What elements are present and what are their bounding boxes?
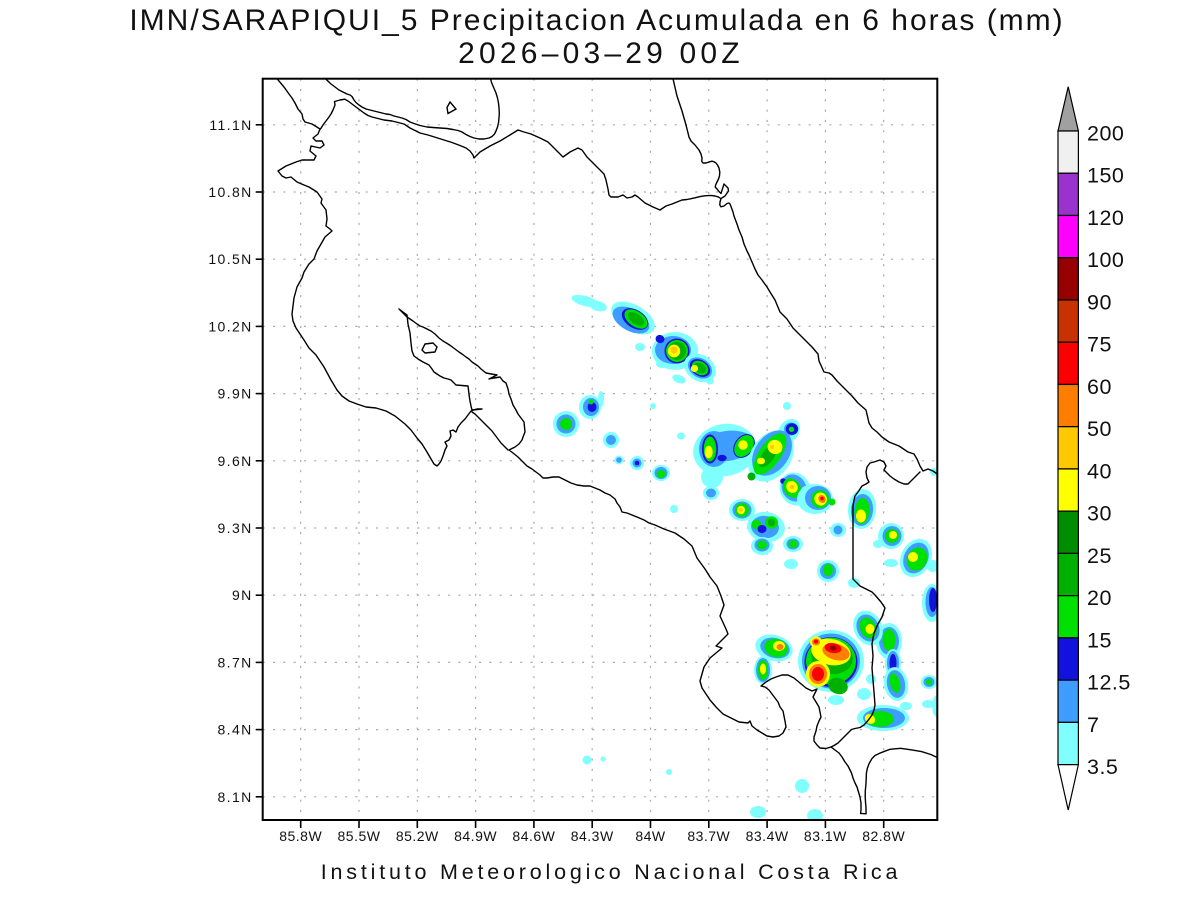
- svg-text:8.4N: 8.4N: [218, 722, 253, 738]
- svg-text:85.2W: 85.2W: [396, 828, 439, 844]
- svg-text:82.8W: 82.8W: [862, 828, 905, 844]
- svg-text:150: 150: [1087, 164, 1124, 188]
- svg-text:84.6W: 84.6W: [512, 828, 555, 844]
- svg-text:15: 15: [1087, 628, 1112, 652]
- svg-text:83.1W: 83.1W: [804, 828, 847, 844]
- svg-text:83.4W: 83.4W: [746, 828, 789, 844]
- svg-text:10.2N: 10.2N: [208, 318, 252, 334]
- svg-text:85.5W: 85.5W: [338, 828, 381, 844]
- svg-text:IMN/SARAPIQUI_5 Precipitacion: IMN/SARAPIQUI_5 Precipitacion Acumulada …: [129, 4, 1064, 37]
- svg-text:84.3W: 84.3W: [571, 828, 614, 844]
- svg-text:10.8N: 10.8N: [208, 184, 252, 200]
- svg-text:60: 60: [1087, 375, 1112, 399]
- svg-text:9.6N: 9.6N: [218, 453, 253, 469]
- svg-text:50: 50: [1087, 417, 1112, 441]
- svg-text:40: 40: [1087, 459, 1112, 483]
- svg-text:7: 7: [1087, 713, 1099, 737]
- svg-text:3.5: 3.5: [1087, 755, 1118, 779]
- svg-text:12.5: 12.5: [1087, 671, 1131, 695]
- svg-text:100: 100: [1087, 248, 1124, 272]
- svg-text:90: 90: [1087, 291, 1112, 315]
- svg-text:84W: 84W: [635, 828, 666, 844]
- svg-text:200: 200: [1087, 122, 1124, 146]
- svg-text:85.8W: 85.8W: [279, 828, 322, 844]
- svg-text:9.9N: 9.9N: [218, 386, 253, 402]
- svg-text:Instituto Meteorologico Nacion: Instituto Meteorologico Nacional Costa R…: [321, 860, 901, 884]
- svg-text:25: 25: [1087, 544, 1112, 568]
- svg-text:83.7W: 83.7W: [687, 828, 730, 844]
- svg-text:8.7N: 8.7N: [218, 654, 253, 670]
- svg-text:84.9W: 84.9W: [454, 828, 497, 844]
- svg-text:120: 120: [1087, 206, 1124, 230]
- svg-text:11.1N: 11.1N: [209, 117, 252, 133]
- svg-text:2026–03–29 00Z: 2026–03–29 00Z: [458, 37, 744, 70]
- svg-text:9.3N: 9.3N: [218, 520, 253, 536]
- svg-text:9N: 9N: [232, 587, 253, 603]
- svg-text:20: 20: [1087, 586, 1112, 610]
- svg-text:8.1N: 8.1N: [218, 789, 253, 805]
- svg-text:10.5N: 10.5N: [208, 251, 252, 267]
- svg-text:30: 30: [1087, 502, 1112, 526]
- svg-text:75: 75: [1087, 333, 1112, 357]
